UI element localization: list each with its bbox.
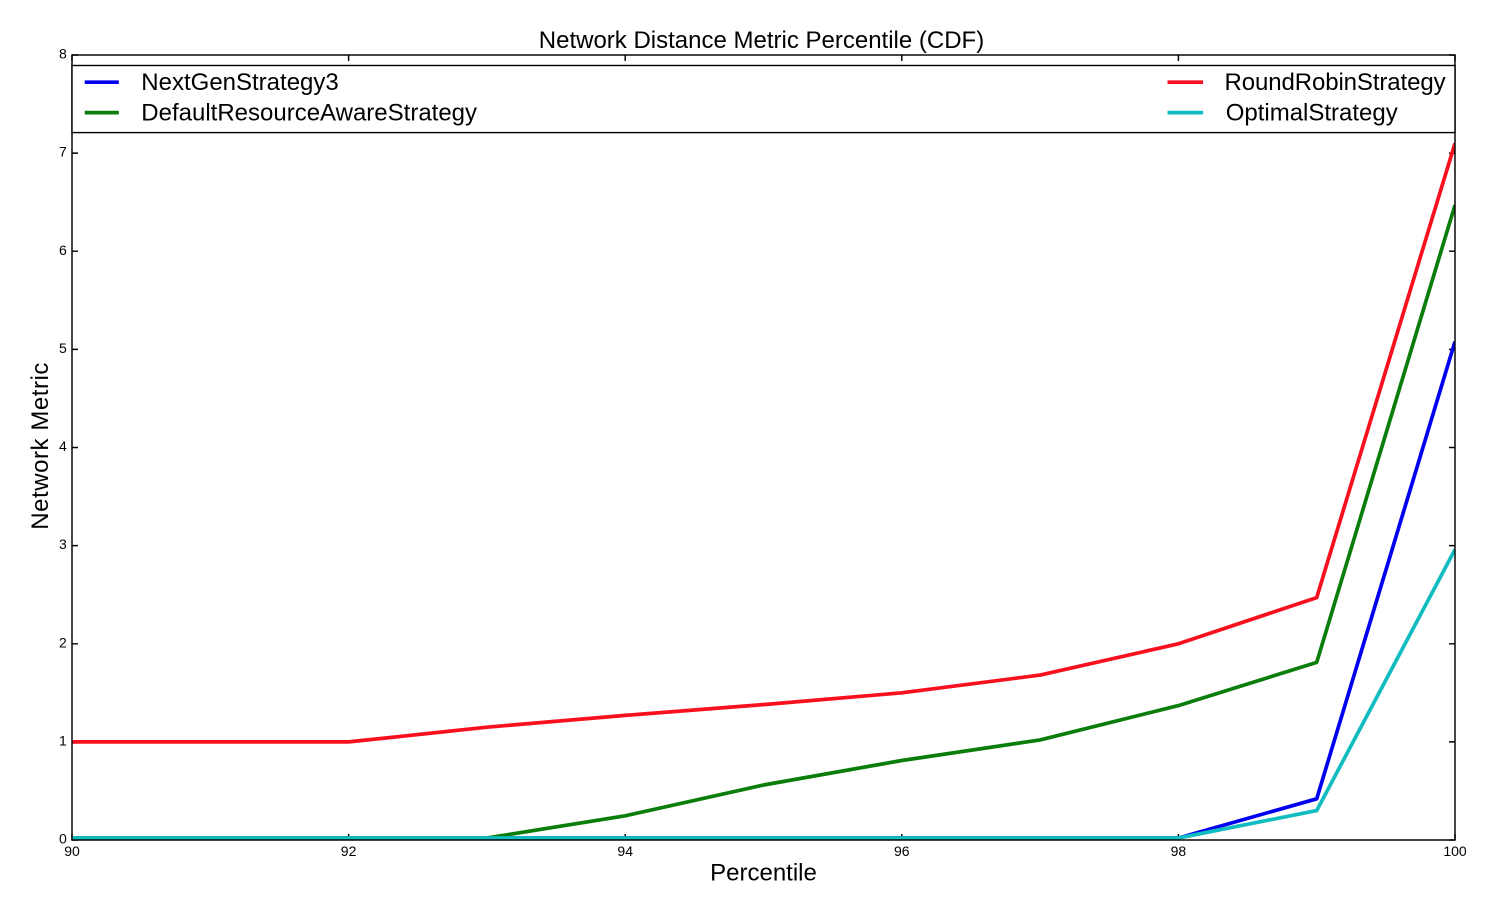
svg-text:90: 90 xyxy=(64,843,80,859)
svg-text:6: 6 xyxy=(59,242,67,258)
svg-text:OptimalStrategy: OptimalStrategy xyxy=(1226,99,1398,126)
svg-text:96: 96 xyxy=(894,843,910,859)
svg-text:Network Metric: Network Metric xyxy=(27,362,54,530)
svg-text:8: 8 xyxy=(59,46,67,62)
svg-text:7: 7 xyxy=(59,144,67,160)
svg-text:98: 98 xyxy=(1171,843,1187,859)
svg-text:RoundRobinStrategy: RoundRobinStrategy xyxy=(1225,69,1446,96)
svg-text:NextGenStrategy3: NextGenStrategy3 xyxy=(141,69,338,96)
svg-text:92: 92 xyxy=(341,843,357,859)
svg-text:5: 5 xyxy=(59,340,67,356)
svg-text:3: 3 xyxy=(59,536,67,552)
svg-text:Percentile: Percentile xyxy=(710,860,817,887)
svg-text:2: 2 xyxy=(59,634,67,650)
svg-text:1: 1 xyxy=(59,733,67,749)
svg-text:Network Distance Metric Percen: Network Distance Metric Percentile (CDF) xyxy=(539,27,984,54)
svg-text:0: 0 xyxy=(59,831,67,847)
svg-text:DefaultResourceAwareStrategy: DefaultResourceAwareStrategy xyxy=(141,99,477,126)
svg-text:94: 94 xyxy=(617,843,633,859)
svg-text:4: 4 xyxy=(59,438,67,454)
svg-text:100: 100 xyxy=(1443,843,1467,859)
